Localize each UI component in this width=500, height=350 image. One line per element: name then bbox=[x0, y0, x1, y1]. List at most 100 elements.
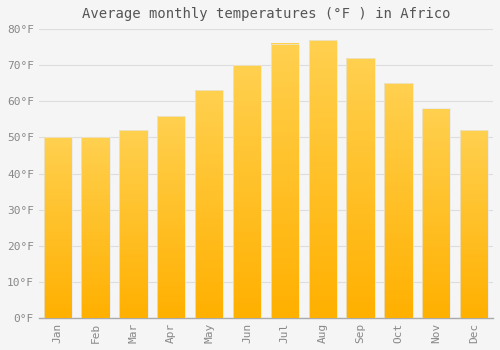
Bar bbox=[233, 131, 261, 136]
Bar bbox=[460, 258, 488, 261]
Bar bbox=[270, 137, 299, 142]
Bar bbox=[119, 292, 148, 295]
Bar bbox=[119, 175, 148, 179]
Bar bbox=[195, 231, 224, 236]
Bar bbox=[460, 295, 488, 299]
Bar bbox=[195, 209, 224, 213]
Bar bbox=[460, 187, 488, 190]
Bar bbox=[157, 132, 186, 136]
Bar bbox=[82, 195, 110, 199]
Bar bbox=[82, 184, 110, 188]
Bar bbox=[195, 90, 224, 318]
Bar bbox=[82, 314, 110, 318]
Title: Average monthly temperatures (°F ) in Africo: Average monthly temperatures (°F ) in Af… bbox=[82, 7, 450, 21]
Bar bbox=[233, 126, 261, 131]
Bar bbox=[270, 313, 299, 318]
Bar bbox=[346, 162, 375, 167]
Bar bbox=[346, 204, 375, 209]
Bar bbox=[308, 223, 337, 229]
Bar bbox=[346, 276, 375, 281]
Bar bbox=[270, 93, 299, 98]
Bar bbox=[233, 252, 261, 257]
Bar bbox=[384, 224, 412, 229]
Bar bbox=[270, 241, 299, 247]
Bar bbox=[384, 215, 412, 219]
Bar bbox=[233, 232, 261, 237]
Bar bbox=[44, 286, 72, 289]
Bar bbox=[422, 142, 450, 146]
Bar bbox=[233, 111, 261, 116]
Bar bbox=[157, 197, 186, 201]
Bar bbox=[233, 242, 261, 247]
Bar bbox=[157, 201, 186, 205]
Bar bbox=[44, 213, 72, 217]
Bar bbox=[308, 129, 337, 134]
Bar bbox=[119, 187, 148, 190]
Bar bbox=[44, 242, 72, 246]
Bar bbox=[346, 115, 375, 120]
Bar bbox=[82, 275, 110, 278]
Bar bbox=[422, 180, 450, 184]
Bar bbox=[157, 298, 186, 302]
Bar bbox=[346, 308, 375, 313]
Bar bbox=[308, 268, 337, 273]
Bar bbox=[270, 230, 299, 236]
Bar bbox=[270, 153, 299, 159]
Bar bbox=[44, 210, 72, 213]
Bar bbox=[82, 188, 110, 191]
Bar bbox=[119, 160, 148, 164]
Bar bbox=[308, 146, 337, 151]
Bar bbox=[270, 82, 299, 88]
Bar bbox=[384, 299, 412, 304]
Bar bbox=[270, 175, 299, 181]
Bar bbox=[82, 155, 110, 159]
Bar bbox=[422, 201, 450, 205]
Bar bbox=[195, 290, 224, 295]
Bar bbox=[422, 222, 450, 226]
Bar bbox=[195, 90, 224, 95]
Bar bbox=[44, 181, 72, 184]
Bar bbox=[422, 280, 450, 285]
Bar bbox=[157, 217, 186, 221]
Bar bbox=[157, 193, 186, 197]
Bar bbox=[270, 181, 299, 186]
Bar bbox=[233, 161, 261, 166]
Bar bbox=[460, 153, 488, 156]
Bar bbox=[384, 233, 412, 238]
Bar bbox=[308, 285, 337, 290]
Bar bbox=[270, 186, 299, 192]
Bar bbox=[195, 222, 224, 227]
Bar bbox=[346, 152, 375, 157]
Bar bbox=[195, 204, 224, 209]
Bar bbox=[384, 154, 412, 158]
Bar bbox=[270, 55, 299, 60]
Bar bbox=[119, 202, 148, 205]
Bar bbox=[308, 307, 337, 313]
Bar bbox=[119, 179, 148, 183]
Bar bbox=[195, 259, 224, 263]
Bar bbox=[82, 177, 110, 181]
Bar bbox=[44, 311, 72, 314]
Bar bbox=[308, 257, 337, 262]
Bar bbox=[195, 118, 224, 122]
Bar bbox=[460, 232, 488, 235]
Bar bbox=[82, 191, 110, 195]
Bar bbox=[308, 218, 337, 223]
Bar bbox=[157, 245, 186, 249]
Bar bbox=[82, 138, 110, 318]
Bar bbox=[233, 85, 261, 90]
Bar bbox=[346, 68, 375, 74]
Bar bbox=[384, 182, 412, 187]
Bar bbox=[233, 298, 261, 303]
Bar bbox=[233, 262, 261, 267]
Bar bbox=[233, 65, 261, 318]
Bar bbox=[82, 296, 110, 300]
Bar bbox=[44, 307, 72, 311]
Bar bbox=[422, 255, 450, 259]
Bar bbox=[82, 166, 110, 170]
Bar bbox=[157, 265, 186, 270]
Bar bbox=[44, 138, 72, 318]
Bar bbox=[384, 97, 412, 102]
Bar bbox=[270, 285, 299, 290]
Bar bbox=[44, 202, 72, 206]
